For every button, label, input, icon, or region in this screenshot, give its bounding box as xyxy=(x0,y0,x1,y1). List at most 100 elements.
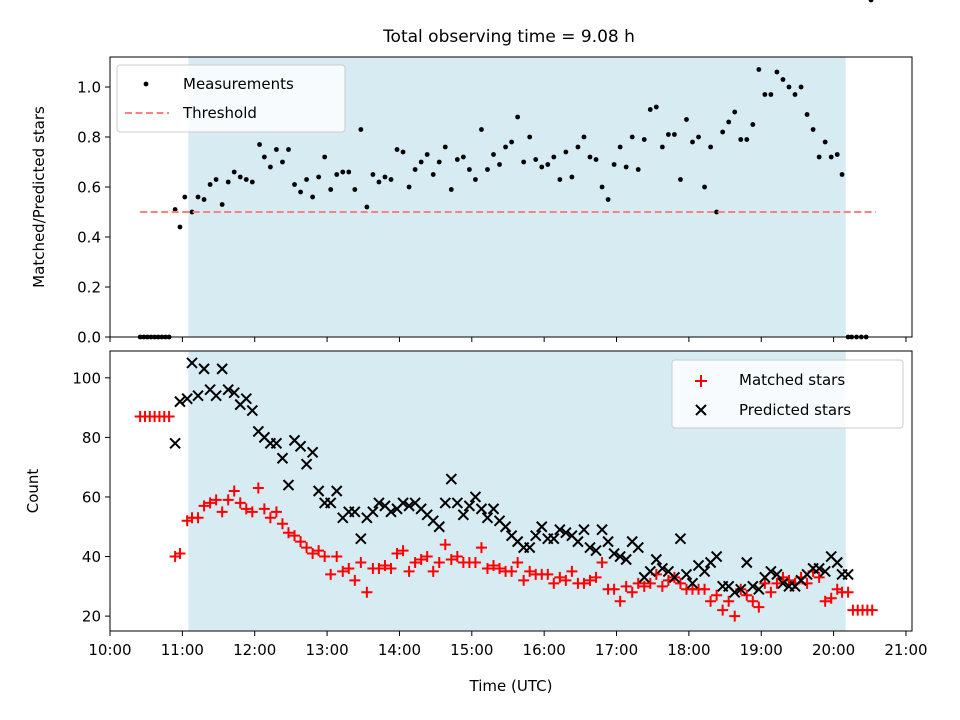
predicted-star-marker xyxy=(228,386,240,399)
measurement-point xyxy=(322,154,328,160)
x-tick-label: 16:00 xyxy=(523,641,566,659)
bottom-y-tick-label: 80 xyxy=(82,429,101,447)
measurement-point xyxy=(653,104,659,110)
measurement-point xyxy=(551,154,557,160)
predicted-star-marker xyxy=(572,535,584,548)
matched-star-marker xyxy=(270,506,282,518)
measurement-point xyxy=(442,144,448,150)
matched-star-marker xyxy=(361,586,373,598)
matched-star-marker xyxy=(246,506,258,518)
measurement-point xyxy=(599,184,605,190)
measurement-point xyxy=(412,167,418,172)
predicted-star-marker xyxy=(282,479,295,491)
predicted-star-marker xyxy=(819,565,831,578)
matched-star-marker xyxy=(705,595,717,607)
measurement-point xyxy=(364,204,370,210)
measurement-point xyxy=(581,134,587,140)
measurement-point xyxy=(774,69,780,75)
measurement-point xyxy=(424,152,430,157)
legend-measurements-marker xyxy=(143,81,149,87)
matched-star-marker xyxy=(216,506,228,518)
measurement-point xyxy=(243,177,249,182)
predicted-star-marker xyxy=(210,389,222,402)
matched-star-marker xyxy=(469,556,481,568)
measurement-point xyxy=(521,159,527,165)
top-y-tick-label: 0.2 xyxy=(77,279,101,297)
matched-star-marker xyxy=(747,595,759,607)
predicted-star-marker xyxy=(451,497,464,509)
predicted-star-marker xyxy=(240,392,252,405)
measurement-point xyxy=(304,177,309,182)
measurement-point xyxy=(816,154,822,160)
measurement-point xyxy=(358,127,364,132)
predicted-star-marker xyxy=(590,544,602,557)
measurement-points xyxy=(137,0,874,340)
predicted-star-marker xyxy=(650,553,663,566)
measurement-point xyxy=(684,117,689,122)
x-tick-label: 17:00 xyxy=(595,641,638,659)
matched-star-marker xyxy=(373,562,385,574)
predicted-star-marker xyxy=(596,524,608,536)
measurement-point xyxy=(292,182,297,187)
measurement-point xyxy=(195,194,201,200)
predicted-star-marker xyxy=(729,586,741,598)
matched-star-marker xyxy=(481,562,493,574)
bottom-y-tick-label: 60 xyxy=(82,488,101,506)
predicted-star-marker xyxy=(475,503,488,515)
matched-star-marker xyxy=(566,565,578,577)
measurement-point xyxy=(448,187,454,192)
x-tick-label: 12:00 xyxy=(233,641,276,659)
predicted-star-marker xyxy=(584,541,596,554)
measurement-point xyxy=(225,179,231,185)
matched-star-marker xyxy=(542,568,554,580)
measurement-point xyxy=(810,127,816,132)
matched-star-marker xyxy=(163,411,175,423)
matched-star-marker xyxy=(620,580,632,592)
predicted-star-marker xyxy=(222,384,234,396)
measurement-point xyxy=(310,194,316,200)
predicted-star-marker xyxy=(741,556,753,569)
measurement-point xyxy=(587,154,593,160)
matched-star-marker xyxy=(614,595,626,607)
matched-star-marker xyxy=(819,595,831,607)
predicted-star-marker xyxy=(324,497,337,509)
measurement-point xyxy=(539,164,545,170)
predicted-star-marker xyxy=(771,568,783,581)
measurement-point xyxy=(485,167,490,172)
measurement-point xyxy=(460,154,466,160)
matched-star-marker xyxy=(343,562,355,574)
measurement-point xyxy=(515,114,521,120)
matched-star-marker xyxy=(866,604,878,616)
x-tick-label: 21:00 xyxy=(884,641,927,659)
measurement-point xyxy=(527,134,533,140)
measurement-point xyxy=(744,137,750,142)
measurement-point xyxy=(340,169,346,175)
measurement-point xyxy=(533,157,539,162)
legend-threshold-label: Threshold xyxy=(182,104,257,122)
measurement-point xyxy=(189,209,195,215)
measurement-point xyxy=(569,174,575,180)
matched-star-marker xyxy=(494,562,506,574)
top-y-tick-label: 0.8 xyxy=(77,129,101,147)
predicted-star-marker xyxy=(608,547,620,560)
measurement-point xyxy=(605,197,611,202)
predicted-star-marker xyxy=(169,437,181,450)
predicted-star-marker xyxy=(192,389,204,402)
top-axes-frame xyxy=(109,56,913,338)
matched-star-marker xyxy=(729,610,741,622)
matched-star-marker xyxy=(252,482,264,494)
matched-star-marker xyxy=(842,586,854,598)
measurement-point xyxy=(436,159,442,165)
matched-star-marker xyxy=(644,577,656,589)
measurement-point xyxy=(346,169,352,175)
matched-star-marker xyxy=(234,497,246,509)
matched-star-marker xyxy=(421,551,433,563)
measurement-point xyxy=(400,149,406,155)
predicted-star-marker xyxy=(842,568,854,581)
matched-star-marker xyxy=(282,527,294,539)
measurement-point xyxy=(828,154,834,160)
matched-star-marker xyxy=(349,574,361,586)
measurement-point xyxy=(328,187,334,192)
matched-star-marker xyxy=(240,503,252,515)
